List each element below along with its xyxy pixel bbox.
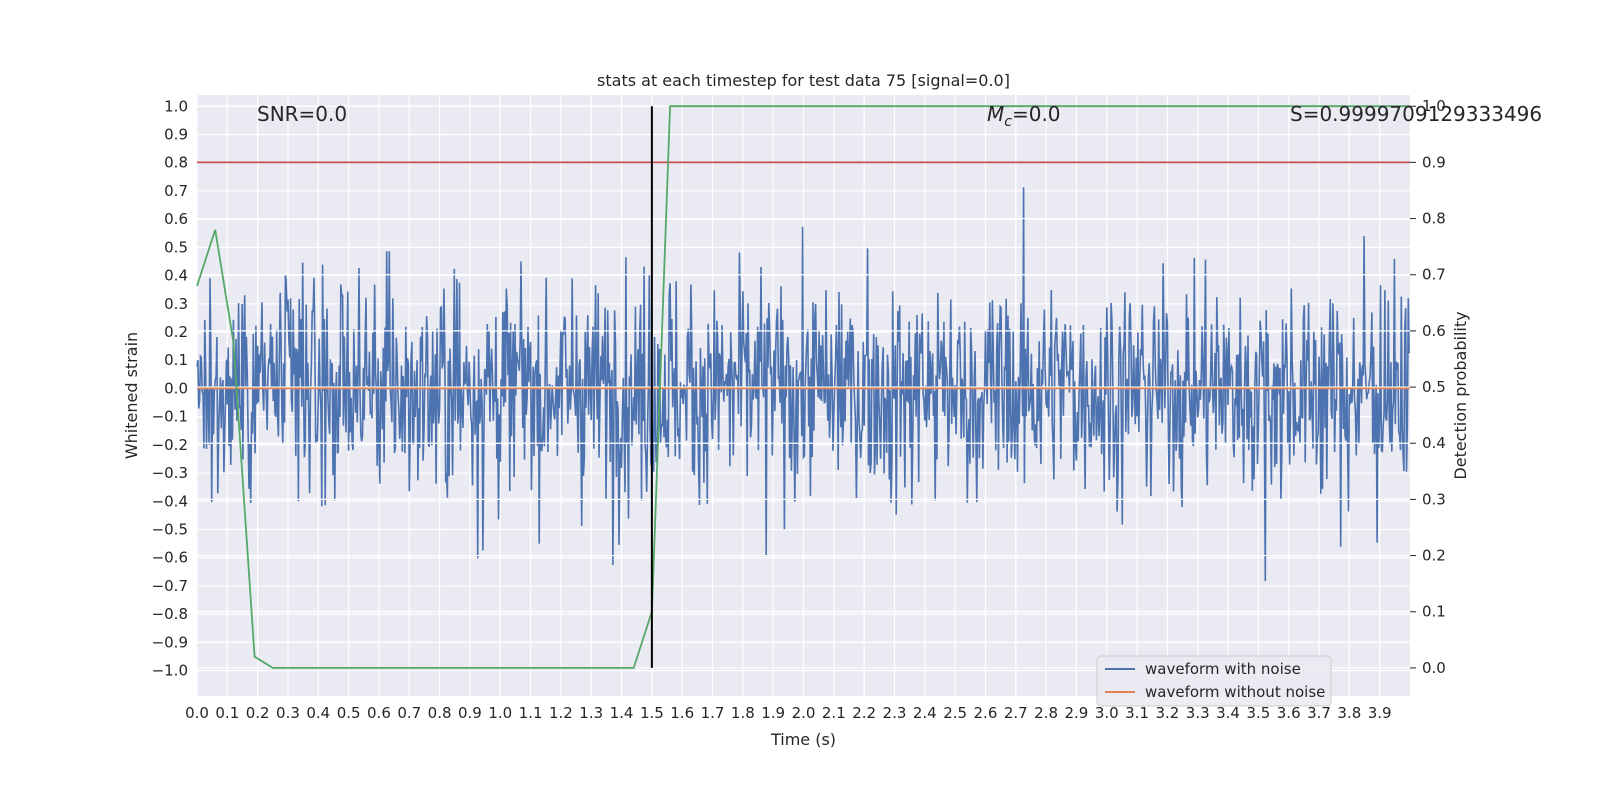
x-tick-label: 1.6 (670, 704, 694, 722)
y2-tick-label: 0.6 (1422, 322, 1446, 340)
legend-box (1096, 655, 1332, 707)
y-tick-label: 0.3 (164, 295, 188, 313)
legend-label-noise: waveform with noise (1145, 660, 1301, 678)
y-tick-label: −0.6 (152, 549, 188, 567)
x-tick-label: 0.7 (397, 704, 421, 722)
y-tick-label: −0.1 (152, 408, 188, 426)
x-tick-label: 3.2 (1155, 704, 1179, 722)
y-tick-label: 0.4 (164, 267, 188, 285)
x-tick-label: 3.3 (1186, 704, 1210, 722)
x-tick-label: 1.2 (549, 704, 573, 722)
x-tick-label: 0.2 (246, 704, 270, 722)
score-annotation: S=0.9999709129333496 (1290, 102, 1542, 126)
x-tick-label: 1.5 (640, 704, 664, 722)
x-tick-label: 2.2 (852, 704, 876, 722)
x-tick-label: 3.0 (1095, 704, 1119, 722)
y-tick-label: 0.1 (164, 351, 188, 369)
mc-symbol: M (987, 102, 1004, 126)
y2-tick-label: 0.2 (1422, 547, 1446, 565)
x-tick-label: 0.8 (428, 704, 452, 722)
legend: waveform with noise waveform without noi… (1096, 655, 1332, 707)
x-tick-label: 0.0 (185, 704, 209, 722)
y-tick-label: 0.7 (164, 182, 188, 200)
y2-tick-label: 0.4 (1422, 434, 1446, 452)
x-tick-label: 1.7 (701, 704, 725, 722)
x-tick-label: 0.4 (306, 704, 330, 722)
noise-series (196, 187, 1411, 582)
x-tick-label: 3.5 (1246, 704, 1270, 722)
chart-title: stats at each timestep for test data 75 … (597, 71, 1010, 90)
y-tick-label: −0.9 (152, 633, 188, 651)
y-tick-label: 0.6 (164, 210, 188, 228)
y-tick-label: 0.8 (164, 154, 188, 172)
y2-tick-label: 0.9 (1422, 153, 1446, 171)
legend-label-clean: waveform without noise (1145, 683, 1325, 701)
y-tick-label: −0.5 (152, 521, 188, 539)
y2-tick-labels: 1.0 0.9 0.8 0.7 0.6 0.5 0.4 0.3 0.2 0.1 0.0 (1410, 97, 1446, 677)
x-tick-label: 0.5 (337, 704, 361, 722)
y2-tick-label: 0.8 (1422, 210, 1446, 228)
y-tick-label: 0.9 (164, 126, 188, 144)
y-tick-label: −0.2 (152, 436, 188, 454)
x-tick-label: 0.9 (458, 704, 482, 722)
y-tick-label: −0.4 (152, 492, 188, 510)
y-tick-label: −0.8 (152, 605, 188, 623)
y2-axis-label: Detection probability (1451, 311, 1470, 479)
probability-line (196, 105, 1410, 669)
probability-series (196, 105, 1410, 669)
x-tick-label: 1.8 (731, 704, 755, 722)
x-tick-label: 1.4 (610, 704, 634, 722)
y-tick-label: −0.3 (152, 464, 188, 482)
noise-line (196, 187, 1411, 582)
y2-tick-label: 0.5 (1422, 378, 1446, 396)
x-tick-label: 0.1 (215, 704, 239, 722)
x-tick-labels: 0.0 0.1 0.2 0.3 0.4 0.5 0.6 0.7 0.8 0.9 1.0 1.1 1.2 1… (185, 704, 1392, 722)
y-tick-label: 0.0 (164, 379, 188, 397)
x-tick-label: 1.0 (488, 704, 512, 722)
y2-tick-label: 0.1 (1422, 603, 1446, 621)
x-tick-label: 1.3 (579, 704, 603, 722)
x-tick-label: 3.8 (1337, 704, 1361, 722)
y2-tick-label: 0.0 (1422, 659, 1446, 677)
y2-tick-label: 0.3 (1422, 490, 1446, 508)
x-tick-label: 3.9 (1368, 704, 1392, 722)
y-tick-label: 1.0 (164, 97, 188, 115)
x-tick-label: 1.9 (761, 704, 785, 722)
x-tick-label: 3.1 (1125, 704, 1149, 722)
y-tick-label: −1.0 (152, 662, 188, 680)
y2-tick-label: 1.0 (1422, 97, 1446, 115)
x-tick-label: 3.7 (1307, 704, 1331, 722)
y-tick-labels: 1.0 0.9 0.8 0.7 0.6 0.5 0.4 0.3 0.2 0.1 0.0 −0.1 −0.… (152, 97, 188, 679)
x-tick-label: 2.0 (792, 704, 816, 722)
snr-annotation: SNR=0.0 (257, 102, 347, 126)
x-tick-label: 2.8 (1034, 704, 1058, 722)
x-tick-label: 1.1 (519, 704, 543, 722)
mc-value: =0.0 (1012, 102, 1061, 126)
x-tick-label: 3.4 (1216, 704, 1240, 722)
y-tick-label: 0.2 (164, 323, 188, 341)
x-tick-label: 2.7 (1004, 704, 1028, 722)
x-tick-label: 2.5 (943, 704, 967, 722)
x-tick-label: 2.9 (1064, 704, 1088, 722)
y2-tick-label: 0.7 (1422, 266, 1446, 284)
x-tick-label: 2.4 (913, 704, 937, 722)
x-tick-label: 2.6 (974, 704, 998, 722)
mc-subscript: c (1004, 114, 1012, 130)
x-tick-label: 2.1 (822, 704, 846, 722)
x-tick-label: 0.6 (367, 704, 391, 722)
x-tick-label: 3.6 (1277, 704, 1301, 722)
y-tick-label: −0.7 (152, 577, 188, 595)
y-tick-label: 0.5 (164, 238, 188, 256)
x-tick-label: 2.3 (883, 704, 907, 722)
mc-annotation: Mc=0.0 (987, 102, 1061, 130)
x-tick-label: 0.3 (276, 704, 300, 722)
x-axis-label: Time (s) (770, 730, 836, 749)
y-axis-label: Whitened strain (122, 332, 141, 459)
